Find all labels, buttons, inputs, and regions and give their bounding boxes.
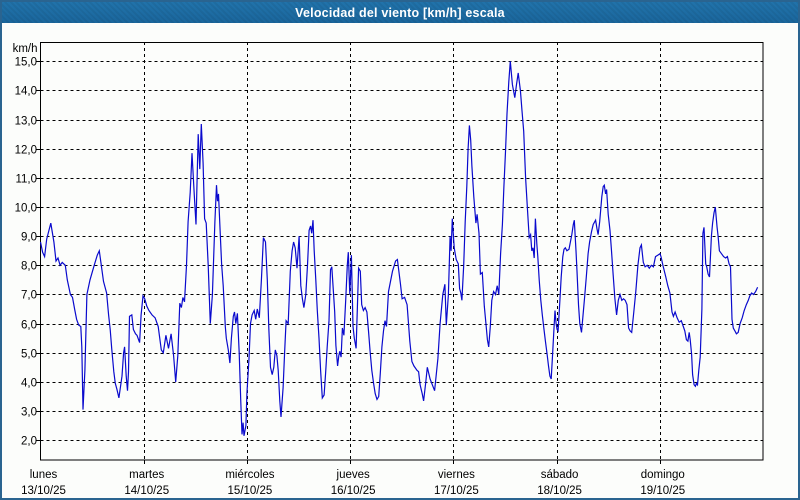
x-day-name-label: domingo [641,469,685,481]
y-tick-label: 10,0 [15,203,37,215]
page-title: Velocidad del viento [km/h] escala [295,5,505,20]
y-tick-label: 12,0 [15,145,37,157]
x-day-name-label: jueves [336,469,370,481]
y-tick-label: 15,0 [15,57,37,69]
y-tick-label: 5,0 [21,349,37,361]
x-day-date-label: 19/10/25 [640,485,685,497]
y-tick-label: 8,0 [21,261,37,273]
y-tick-label: 2,0 [21,436,37,448]
y-tick-label: 11,0 [15,174,37,186]
y-tick-label: 13,0 [15,116,37,128]
x-day-date-label: 17/10/25 [434,485,479,497]
x-day-name-label: lunes [30,469,58,481]
y-tick-label: 7,0 [21,290,37,302]
y-tick-label: 6,0 [21,320,37,332]
x-day-name-label: martes [129,469,164,481]
plot-border [40,42,764,461]
x-day-date-label: 15/10/25 [228,485,273,497]
x-day-date-label: 13/10/25 [21,485,66,497]
x-day-name-label: viernes [438,469,475,481]
y-tick-label: 4,0 [21,378,37,390]
y-tick-label: 9,0 [21,232,37,244]
x-day-name-label: sábado [541,469,579,481]
x-day-date-label: 16/10/25 [331,485,376,497]
title-bar: Velocidad del viento [km/h] escala [2,2,798,23]
y-tick-label: 3,0 [21,407,37,419]
y-axis-unit-label: km/h [13,43,38,55]
x-day-date-label: 14/10/25 [124,485,169,497]
x-day-name-label: miércoles [225,469,274,481]
x-day-date-label: 18/10/25 [537,485,582,497]
y-tick-label: 14,0 [15,86,37,98]
wind-speed-series-line [39,61,759,436]
